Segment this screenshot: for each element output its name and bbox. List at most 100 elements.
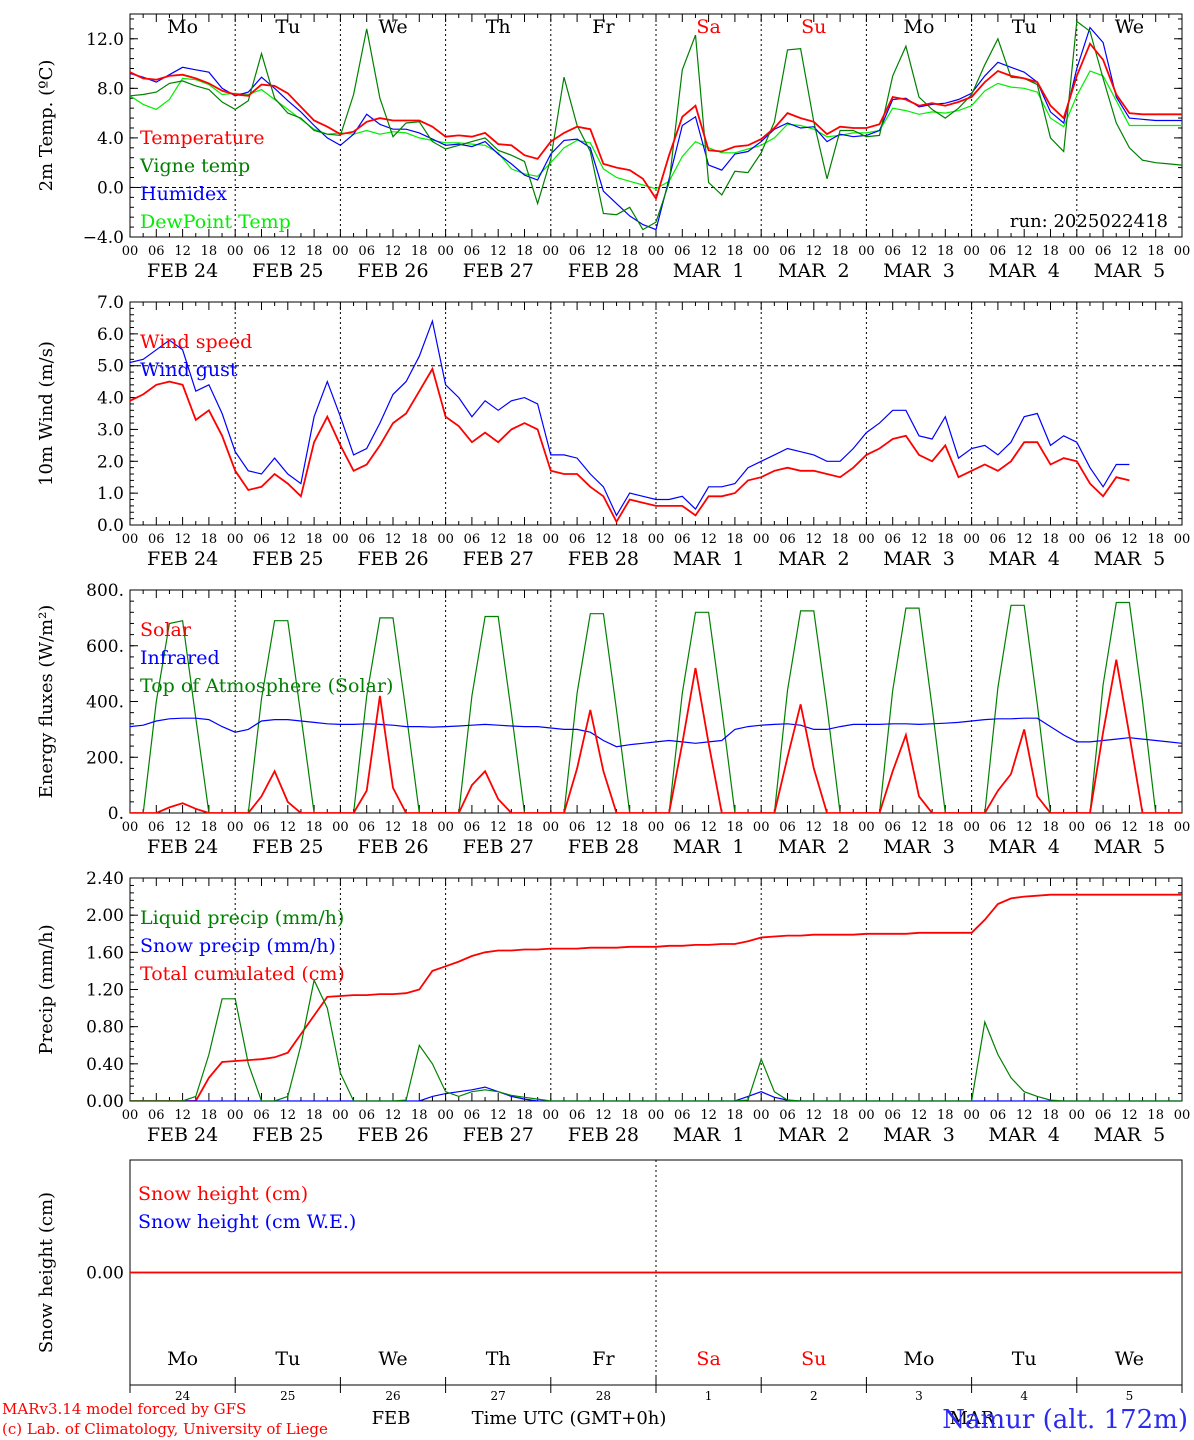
model-credit: MARv3.14 model forced by GFS [2,1400,246,1418]
hour-tick-label: 18 [1042,532,1059,547]
weekday-label: Tu [1012,16,1037,38]
hour-tick-label: 12 [806,1108,823,1123]
day-number-label: 4 [1020,1389,1028,1403]
hour-tick-label: 12 [1121,1108,1138,1123]
hour-tick-label: 12 [1121,244,1138,259]
hour-tick-label: 12 [700,244,717,259]
hour-tick-label: 00 [437,244,454,259]
hour-tick-label: 18 [201,244,218,259]
hour-tick-label: 18 [306,1108,323,1123]
date-label: MAR 4 [988,836,1060,858]
y-tick-label: 0.0 [97,178,124,198]
hour-tick-label: 12 [385,244,402,259]
hour-tick-label: 18 [306,244,323,259]
y-tick-label: 400. [86,693,124,713]
weekday-label: Mo [904,16,935,38]
hour-tick-label: 00 [753,820,770,835]
hour-tick-label: 06 [779,820,796,835]
hour-tick-label: 06 [569,820,586,835]
day-number-label: 2 [810,1389,818,1403]
legend-entry: DewPoint Temp [140,211,291,233]
hour-tick-label: 00 [1069,1108,1086,1123]
hour-tick-label: 12 [490,1108,507,1123]
hour-tick-label: 06 [990,1108,1007,1123]
chart-panels: −4.00.04.08.012.02m Temp. (ºC)00 06 12 18 00… [36,13,1191,1403]
hour-tick-label: 18 [201,820,218,835]
hour-tick-label: 18 [727,820,744,835]
hour-tick-label: 06 [569,532,586,547]
hour-tick-label: 18 [1147,1108,1164,1123]
hour-tick-label: 00 [1174,820,1191,835]
hour-tick-label: 06 [253,820,270,835]
hour-tick-label: 06 [464,532,481,547]
weekday-label: Th [486,16,511,38]
hour-tick-label: 00 [858,244,875,259]
hour-tick-label: 00 [1069,244,1086,259]
date-label: MAR 2 [778,548,850,570]
hour-tick-label: 00 [1174,244,1191,259]
hour-tick-label: 18 [727,244,744,259]
y-tick-label: 1.60 [86,943,124,963]
hour-tick-label: 06 [358,532,375,547]
hour-tick-label: 18 [937,1108,954,1123]
hour-tick-label: 00 [963,820,980,835]
date-label: FEB 28 [568,1124,639,1146]
date-label: MAR 4 [988,548,1060,570]
run-annotation: run: 2025022418 [1010,211,1168,232]
hour-tick-label: 18 [1042,820,1059,835]
hour-tick-label: 18 [411,532,428,547]
hour-tick-label: 18 [411,244,428,259]
hour-tick-label: 18 [727,1108,744,1123]
hour-tick-label: 18 [1147,532,1164,547]
date-label: MAR 2 [778,836,850,858]
hour-tick-label: 06 [148,244,165,259]
hour-tick-label: 18 [516,244,533,259]
hour-tick-label: 06 [674,820,691,835]
hour-tick-label: 06 [990,532,1007,547]
series-line-temperature [130,41,1182,201]
hour-tick-label: 06 [358,1108,375,1123]
hour-tick-label: 06 [674,244,691,259]
date-label: FEB 27 [463,1124,534,1146]
hour-tick-label: 00 [437,1108,454,1123]
hour-tick-label: 18 [201,1108,218,1123]
y-tick-label: −4.0 [83,228,124,248]
y-tick-label: 3.0 [97,420,124,440]
y-tick-label: 4.0 [97,389,124,409]
panel-3: 0. 200. 400. 600. 800. Energy fluxes (W/m²) 00… [36,581,1190,858]
hour-tick-label: 18 [727,532,744,547]
hour-tick-label: 18 [937,244,954,259]
date-label: FEB 25 [252,260,323,282]
station-label: Namur (alt. 172m) [942,1405,1188,1435]
date-label: MAR 1 [673,260,745,282]
y-tick-label: 1.0 [97,484,124,504]
date-label: MAR 3 [883,260,955,282]
hour-tick-label: 18 [937,820,954,835]
y-tick-label: 8.0 [97,79,124,99]
date-label: MAR 1 [673,548,745,570]
hour-tick-label: 12 [385,532,402,547]
hour-tick-label: 12 [174,244,191,259]
hour-tick-label: 00 [227,1108,244,1123]
hour-tick-label: 12 [1121,820,1138,835]
lab-credit: (c) Lab. of Climatology, University of L… [2,1420,328,1438]
hour-tick-label: 00 [858,820,875,835]
day-number-label: 25 [280,1389,295,1403]
hour-tick-label: 00 [858,1108,875,1123]
hour-tick-label: 12 [911,532,928,547]
hour-tick-label: 12 [490,820,507,835]
hour-tick-label: 12 [806,820,823,835]
hour-tick-label: 12 [490,244,507,259]
hour-tick-label: 18 [411,820,428,835]
hour-tick-label: 06 [464,244,481,259]
hour-tick-label: 06 [253,244,270,259]
hour-tick-label: 00 [858,532,875,547]
series-line-solar [130,659,1182,813]
date-label: MAR 5 [1094,548,1166,570]
hour-tick-label: 00 [437,820,454,835]
month-feb-label: FEB [372,1408,411,1429]
y-tick-label: 2.40 [86,869,124,889]
date-label: MAR 2 [778,1124,850,1146]
date-label: FEB 26 [357,548,428,570]
